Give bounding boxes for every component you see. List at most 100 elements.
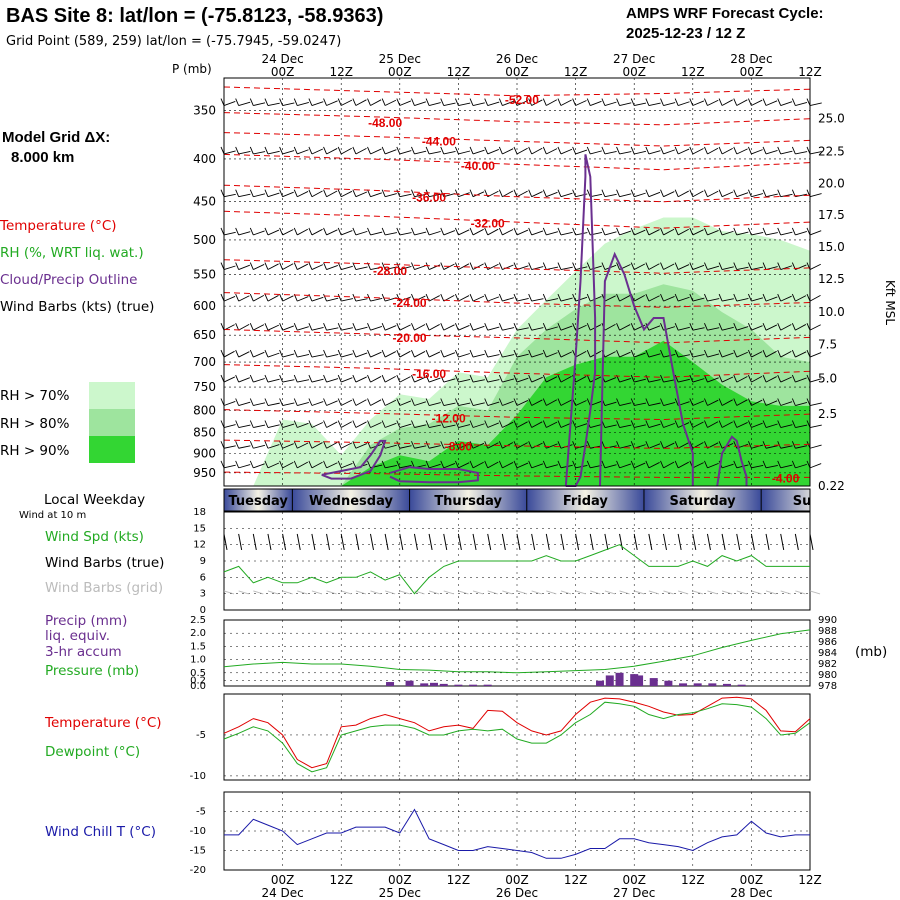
precip-bar bbox=[722, 683, 731, 686]
wind-barb-flag bbox=[279, 349, 284, 358]
sfc-wind-barb bbox=[765, 533, 770, 551]
wind-barb-flag bbox=[762, 441, 767, 449]
top-time-label: 00Z bbox=[505, 65, 529, 79]
wind-barb-flag bbox=[572, 293, 577, 302]
wind-barb bbox=[648, 295, 660, 302]
wind-barb-flag bbox=[528, 98, 533, 106]
weekday-label: Saturday bbox=[669, 494, 736, 509]
wind-barb bbox=[751, 297, 764, 302]
wind-barb-flag bbox=[264, 262, 269, 270]
cloud-outline bbox=[564, 154, 597, 487]
wind-barb bbox=[707, 377, 719, 383]
panel-tick-label: 1.0 bbox=[190, 655, 206, 666]
wind-barb bbox=[355, 352, 368, 358]
wind-barb bbox=[443, 151, 456, 155]
wind-barb-flag bbox=[308, 262, 313, 270]
wind-chill-line bbox=[224, 808, 810, 859]
wind-barb-flag bbox=[235, 398, 240, 406]
wind-barb bbox=[795, 424, 808, 428]
wind-barb bbox=[326, 400, 338, 406]
grid-wind-barb bbox=[736, 590, 747, 595]
wind-barb-flag bbox=[513, 349, 518, 358]
wind-barb bbox=[223, 295, 236, 302]
wind-barb-flag bbox=[440, 441, 445, 449]
wind-barb bbox=[253, 193, 266, 198]
panel-tick-label: 0.5 bbox=[190, 668, 206, 679]
wind-barb-flag bbox=[601, 227, 606, 236]
panel-tick-label: 0.0 bbox=[190, 681, 206, 692]
pressure-tick-label: 350 bbox=[193, 104, 216, 118]
grid-wind-barb bbox=[560, 590, 572, 595]
weekday-cell bbox=[292, 489, 410, 511]
wind-barb bbox=[795, 445, 808, 449]
wind-barb-flag bbox=[367, 189, 371, 197]
sfc-wind-barb bbox=[501, 533, 506, 551]
wind-barb-flag bbox=[308, 146, 313, 155]
wind-barb-flag bbox=[425, 441, 430, 449]
wind-barb bbox=[502, 354, 515, 358]
wind-barb-flag bbox=[542, 262, 547, 270]
wind-barb-flag bbox=[791, 98, 796, 106]
wind-barb-flag bbox=[630, 460, 635, 469]
wind-barb-flag bbox=[498, 420, 503, 428]
wind-barb-flag bbox=[630, 227, 635, 236]
wind-barb-flag bbox=[762, 460, 767, 469]
wind-barb-flag bbox=[498, 293, 503, 302]
wind-barb-flag bbox=[454, 460, 459, 469]
grid-point-text: Grid Point (589, 259) lat/lon = (-75.794… bbox=[6, 34, 341, 49]
wind-barb-flag bbox=[279, 293, 284, 302]
pressure-tick-label: 984 bbox=[818, 648, 837, 659]
wind-barb-flag bbox=[440, 349, 445, 358]
isotherm-label: -4.00 bbox=[772, 472, 800, 486]
wind-barb bbox=[560, 297, 573, 302]
wind-barb bbox=[692, 421, 704, 428]
wind-barb-flag bbox=[484, 98, 489, 106]
wind-barb bbox=[267, 402, 280, 406]
grid-wind-barb bbox=[795, 590, 806, 595]
wind-barb bbox=[428, 463, 441, 469]
wind-barb-flag bbox=[528, 349, 533, 358]
wind-barb-flag bbox=[469, 322, 474, 331]
rh90-swatch bbox=[89, 436, 135, 463]
wind-barb bbox=[751, 422, 763, 428]
wind-barb bbox=[487, 401, 500, 406]
wind-barb bbox=[531, 266, 544, 270]
wind-barb bbox=[341, 298, 354, 302]
wind-barb bbox=[487, 461, 499, 469]
wind-barb bbox=[326, 148, 338, 155]
wind-barb-flag bbox=[249, 146, 254, 155]
wind-barb bbox=[516, 190, 528, 198]
wind-barb bbox=[575, 400, 587, 406]
wind-barb-flag bbox=[264, 460, 269, 469]
wind-barb bbox=[267, 424, 280, 428]
wind-barb-flag bbox=[235, 293, 240, 302]
wind-barb-flag bbox=[293, 420, 298, 428]
wind-barb-flag bbox=[704, 420, 708, 428]
weekday-label: Thursday bbox=[434, 494, 502, 509]
wind-barb bbox=[590, 296, 602, 302]
pressure-tick-label: 980 bbox=[818, 670, 837, 681]
wind-barb bbox=[809, 402, 822, 406]
wind-barb bbox=[809, 294, 821, 302]
wind-barb bbox=[721, 326, 734, 331]
sfc-wind-barb bbox=[692, 533, 697, 551]
wind-barb-flag bbox=[616, 349, 620, 358]
wind-barb bbox=[502, 264, 514, 270]
wind-barb-flag bbox=[264, 374, 269, 383]
wind-barb bbox=[663, 263, 675, 270]
legend-wind-chill: Wind Chill T (°C) bbox=[45, 824, 156, 840]
wind-barb bbox=[736, 399, 748, 406]
isotherm-line bbox=[223, 439, 811, 449]
wind-barb bbox=[546, 298, 559, 302]
isotherm-label: -48.00 bbox=[368, 116, 402, 130]
wind-barb bbox=[253, 102, 266, 106]
panel-tick-label: -5 bbox=[196, 807, 206, 818]
wind-barb-flag bbox=[513, 420, 518, 428]
wind-barb-flag bbox=[293, 374, 298, 383]
weekday-cell bbox=[643, 489, 762, 511]
wind-barb-flag bbox=[337, 98, 342, 106]
wind-barb-flag bbox=[381, 227, 386, 236]
wind-barb bbox=[267, 102, 280, 106]
weekday-cell bbox=[526, 489, 644, 511]
wind-barb-flag bbox=[733, 420, 738, 428]
